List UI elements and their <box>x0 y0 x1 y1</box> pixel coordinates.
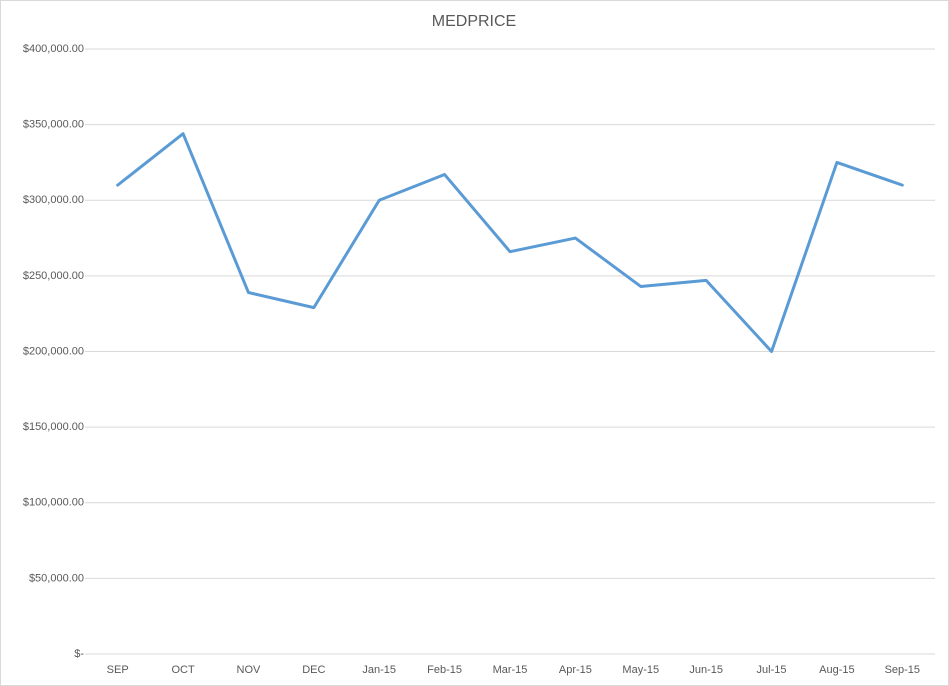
y-tick-label: $100,000.00 <box>23 497 84 509</box>
y-tick-label: $250,000.00 <box>23 270 84 282</box>
y-tick-label: $50,000.00 <box>29 572 84 584</box>
line-series <box>116 132 904 353</box>
y-tick-label: $- <box>74 648 84 660</box>
x-tick-label: Jan-15 <box>362 664 396 676</box>
x-tick-label: Jul-15 <box>757 664 787 676</box>
x-tick-label: May-15 <box>622 664 659 676</box>
y-tick-label: $200,000.00 <box>23 345 84 357</box>
x-tick-label: Mar-15 <box>493 664 528 676</box>
y-tick-label: $350,000.00 <box>23 119 84 131</box>
x-tick-label: SEP <box>107 664 129 676</box>
y-tick-label: $150,000.00 <box>23 421 84 433</box>
x-tick-label: Apr-15 <box>559 664 592 676</box>
x-tick-label: NOV <box>237 664 262 676</box>
x-tick-label: Feb-15 <box>427 664 462 676</box>
y-tick-label: $300,000.00 <box>23 194 84 206</box>
chart-title: MEDPRICE <box>432 13 516 30</box>
x-tick-label: DEC <box>302 664 325 676</box>
x-tick-label: Sep-15 <box>885 664 920 676</box>
x-tick-label: OCT <box>171 664 195 676</box>
x-tick-label: Aug-15 <box>819 664 854 676</box>
x-tick-label: Jun-15 <box>689 664 723 676</box>
y-tick-label: $400,000.00 <box>23 43 84 55</box>
